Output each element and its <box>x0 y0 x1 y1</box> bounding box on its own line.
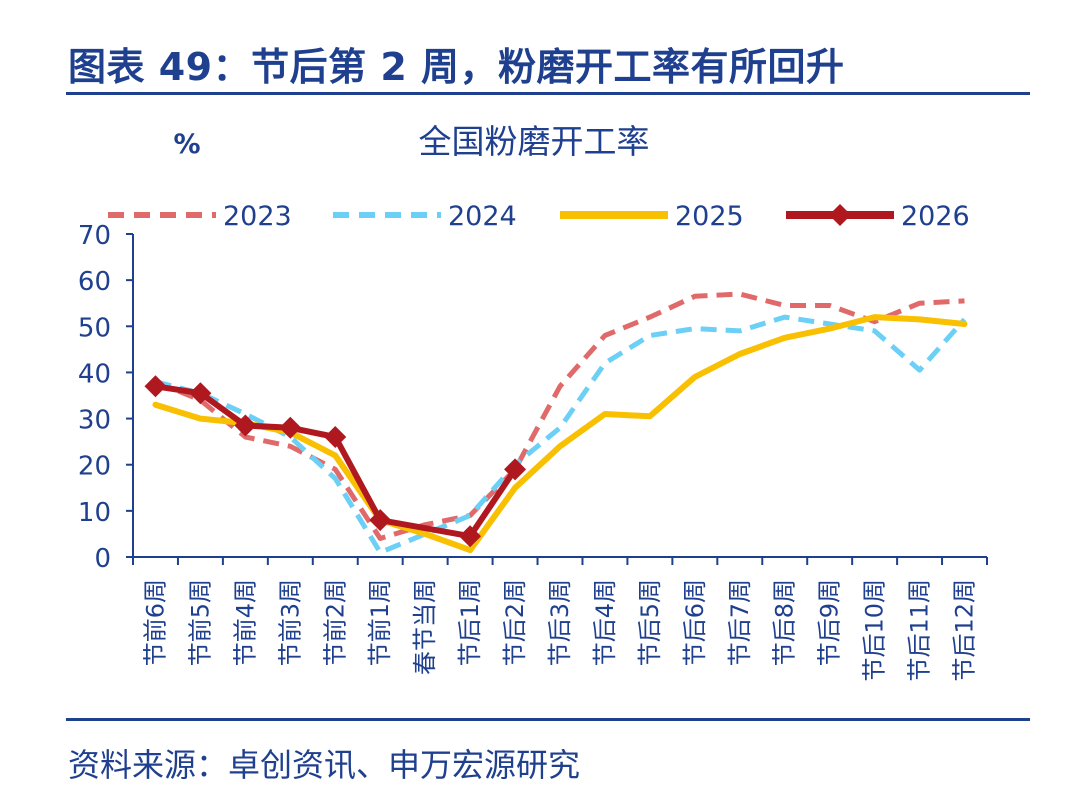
x-tick-label: 节后1周 <box>456 579 484 666</box>
data-point-2026 <box>144 375 167 398</box>
x-tick-label: 节前6周 <box>141 579 169 666</box>
axes: 0 10 20 30 40 50 60 70 节前6周 节前5周 节前4周 节前3周 节前2周 节前1周春… <box>78 221 988 682</box>
y-tick-label: 70 <box>78 221 111 251</box>
x-tick-label: 春节当周 <box>411 579 439 675</box>
legend-label-2024: 2024 <box>448 201 517 232</box>
y-tick-label: 40 <box>78 359 111 389</box>
x-tick-label: 节后6周 <box>681 579 709 666</box>
x-tick-label: 节后12周 <box>951 579 979 682</box>
x-tick-label: 节后2周 <box>501 579 529 666</box>
y-tick-label: 0 <box>94 544 111 574</box>
series-line-2026 <box>152 383 519 540</box>
title-divider <box>66 92 1030 95</box>
series-2024 <box>154 314 967 555</box>
legend-marker-2026 <box>829 204 851 226</box>
data-point-2026 <box>504 458 527 481</box>
footer-divider <box>66 718 1030 721</box>
figure-title: 图表 49：节后第 2 周，粉磨开工率有所回升 <box>68 45 845 89</box>
legend: 2023 2024 2025 2026 <box>108 201 970 232</box>
x-tick-label: 节后3周 <box>546 579 574 666</box>
x-tick-label: 节后5周 <box>636 579 664 666</box>
y-axis-unit: % <box>173 129 200 160</box>
chart-title: 全国粉磨开工率 <box>419 122 650 161</box>
legend-label-2026: 2026 <box>901 201 970 232</box>
series-line-2024 <box>154 314 967 555</box>
series-line-2025 <box>152 314 968 554</box>
series-2026 <box>144 375 527 548</box>
series-2025 <box>152 314 968 554</box>
x-tick-label: 节后4周 <box>591 579 619 666</box>
legend-label-2025: 2025 <box>675 201 744 232</box>
x-tick-label: 节前3周 <box>276 579 304 666</box>
data-point-2026 <box>324 426 347 449</box>
source-note: 资料来源：卓创资讯、申万宏源研究 <box>68 746 581 784</box>
series-group <box>144 291 968 555</box>
data-point-2026 <box>279 416 302 439</box>
y-tick-label: 20 <box>78 452 111 482</box>
series-line-2023 <box>154 291 965 541</box>
y-tick-label: 50 <box>78 313 111 343</box>
series-2023 <box>154 291 965 541</box>
x-tick-label: 节后11周 <box>906 579 934 682</box>
x-tick-label: 节后10周 <box>861 579 889 682</box>
y-tick-label: 60 <box>78 267 111 297</box>
data-point-2026 <box>234 414 257 437</box>
x-tick-label: 节后8周 <box>771 579 799 666</box>
x-tick-label: 节前4周 <box>231 579 259 666</box>
x-tick-label: 节后9周 <box>816 579 844 666</box>
y-tick-label: 10 <box>78 498 111 528</box>
x-tick-label: 节前5周 <box>186 579 214 666</box>
data-point-2026 <box>369 509 392 532</box>
data-point-2026 <box>459 525 482 548</box>
legend-label-2023: 2023 <box>223 201 292 232</box>
x-tick-label: 节前1周 <box>366 579 394 666</box>
x-tick-label: 节前2周 <box>321 579 349 666</box>
line-chart: 全国粉磨开工率 % 2023 2024 2025 2026 0 10 20 30 40 50 60… <box>78 122 988 682</box>
x-tick-label: 节后7周 <box>726 579 754 666</box>
y-tick-label: 30 <box>78 406 111 436</box>
data-point-2026 <box>189 382 212 405</box>
